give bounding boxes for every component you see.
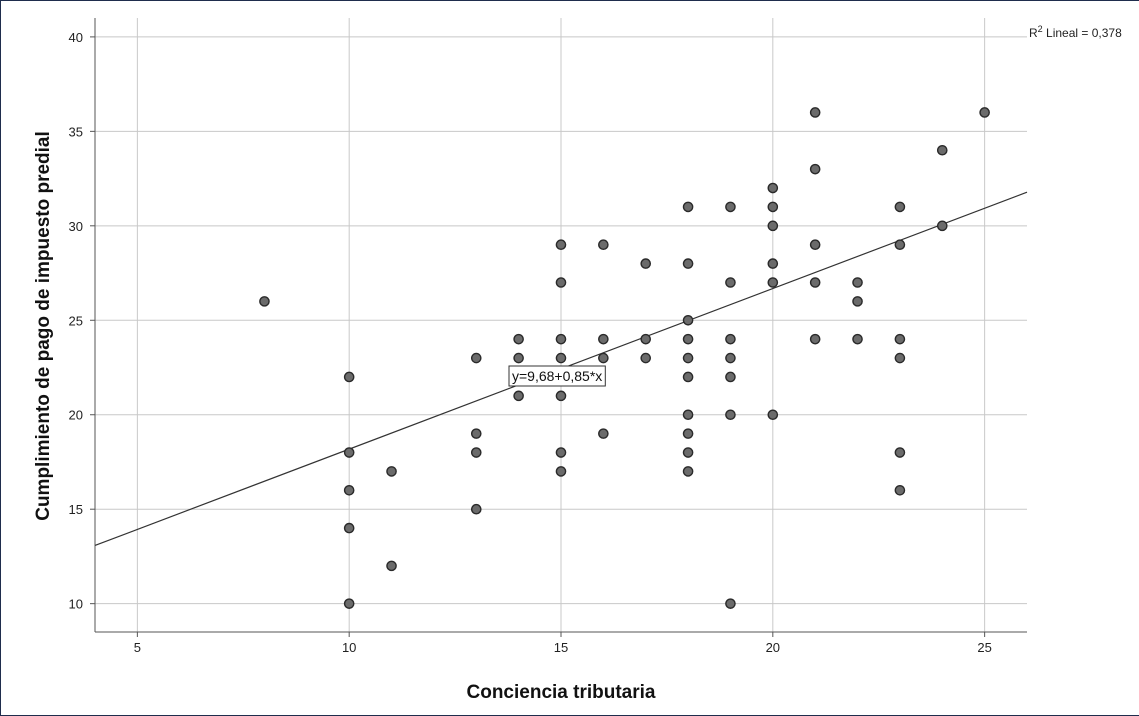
data-point: [343, 522, 355, 534]
data-point: [513, 333, 524, 345]
y-axis-title: Cumplimiento de pago de impuesto predial: [33, 131, 54, 521]
data-point: [725, 277, 736, 288]
data-point: [809, 333, 821, 345]
x-axis-title: Conciencia tributaria: [467, 682, 656, 703]
data-point: [640, 258, 652, 269]
data-point: [343, 447, 355, 458]
data-point: [640, 333, 652, 345]
y-tick-label: 30: [69, 219, 83, 234]
data-point: [640, 352, 652, 364]
data-point: [682, 466, 694, 477]
data-point: [513, 390, 524, 402]
data-point: [979, 107, 990, 118]
data-point: [682, 333, 694, 345]
x-tick-label: 5: [134, 640, 141, 655]
data-point: [682, 428, 694, 439]
data-point: [767, 258, 779, 269]
y-tick-label: 35: [69, 124, 83, 139]
x-tick-label: 15: [554, 640, 568, 655]
data-point: [809, 163, 821, 175]
data-point: [894, 201, 906, 213]
data-point: [555, 466, 567, 477]
data-point: [767, 220, 779, 232]
data-point: [894, 485, 906, 496]
data-point: [598, 352, 609, 364]
data-point: [767, 201, 779, 213]
data-point: [513, 352, 524, 364]
y-tick-label: 25: [69, 313, 83, 328]
axes: [90, 18, 1027, 637]
data-point: [809, 107, 821, 118]
data-point: [809, 277, 821, 288]
r-squared-label: R2 Lineal = 0,378: [1029, 24, 1122, 40]
data-point: [555, 352, 567, 364]
data-point: [682, 201, 694, 213]
y-tick-labels: 10 15 20 25 30 35 40: [69, 30, 83, 612]
data-point: [725, 409, 736, 421]
data-point: [767, 409, 779, 421]
data-point: [555, 333, 567, 345]
x-tick-label: 25: [977, 640, 991, 655]
data-point: [343, 485, 355, 496]
data-point: [470, 447, 482, 458]
data-point: [555, 277, 567, 288]
data-point: [682, 314, 694, 326]
data-point: [725, 371, 736, 383]
data-point: [682, 371, 694, 383]
data-point: [470, 428, 482, 439]
data-point: [682, 409, 694, 421]
r-squared-prefix: R: [1029, 26, 1038, 40]
data-point: [725, 333, 736, 345]
x-tick-labels: 5 10 15 20 25: [134, 640, 992, 655]
data-point: [598, 239, 609, 251]
data-point: [725, 352, 736, 364]
data-point: [894, 352, 906, 364]
data-point: [852, 333, 863, 345]
data-point: [343, 598, 355, 609]
data-point: [767, 182, 779, 194]
r-squared-text: Lineal = 0,378: [1043, 26, 1122, 40]
data-point: [386, 466, 397, 477]
data-point: [598, 333, 609, 345]
r-squared-superscript: 2: [1038, 24, 1043, 34]
y-tick-label: 15: [69, 502, 83, 517]
equation-label: y=9,68+0,85*x: [512, 368, 602, 384]
data-point: [852, 277, 863, 288]
data-point: [682, 258, 694, 269]
data-point: [725, 598, 736, 609]
data-point: [386, 560, 397, 572]
data-point: [470, 352, 482, 364]
data-point: [894, 447, 906, 458]
data-point: [809, 239, 821, 251]
data-point: [894, 239, 906, 251]
x-tick-label: 10: [342, 640, 356, 655]
data-point: [894, 333, 906, 345]
y-tick-label: 20: [69, 408, 83, 423]
data-point: [555, 447, 567, 458]
y-tick-label: 10: [69, 597, 83, 612]
data-points: [259, 107, 990, 609]
data-point: [555, 239, 567, 251]
data-point: [725, 201, 736, 213]
data-point: [259, 296, 270, 307]
data-point: [598, 428, 609, 439]
data-point: [470, 503, 482, 515]
x-gridlines: [136, 18, 986, 632]
x-tick-label: 20: [766, 640, 780, 655]
equation-label-box: [508, 365, 606, 387]
data-point: [555, 390, 567, 402]
equation-label-group: y=9,68+0,85*x: [508, 365, 606, 387]
y-tick-label: 40: [69, 30, 83, 45]
data-point: [936, 220, 948, 232]
data-point: [852, 296, 863, 307]
data-point: [682, 352, 694, 364]
data-point: [343, 371, 355, 383]
data-point: [936, 144, 948, 156]
data-point: [682, 447, 694, 458]
data-point: [767, 277, 779, 288]
y-gridlines: [95, 36, 1027, 605]
